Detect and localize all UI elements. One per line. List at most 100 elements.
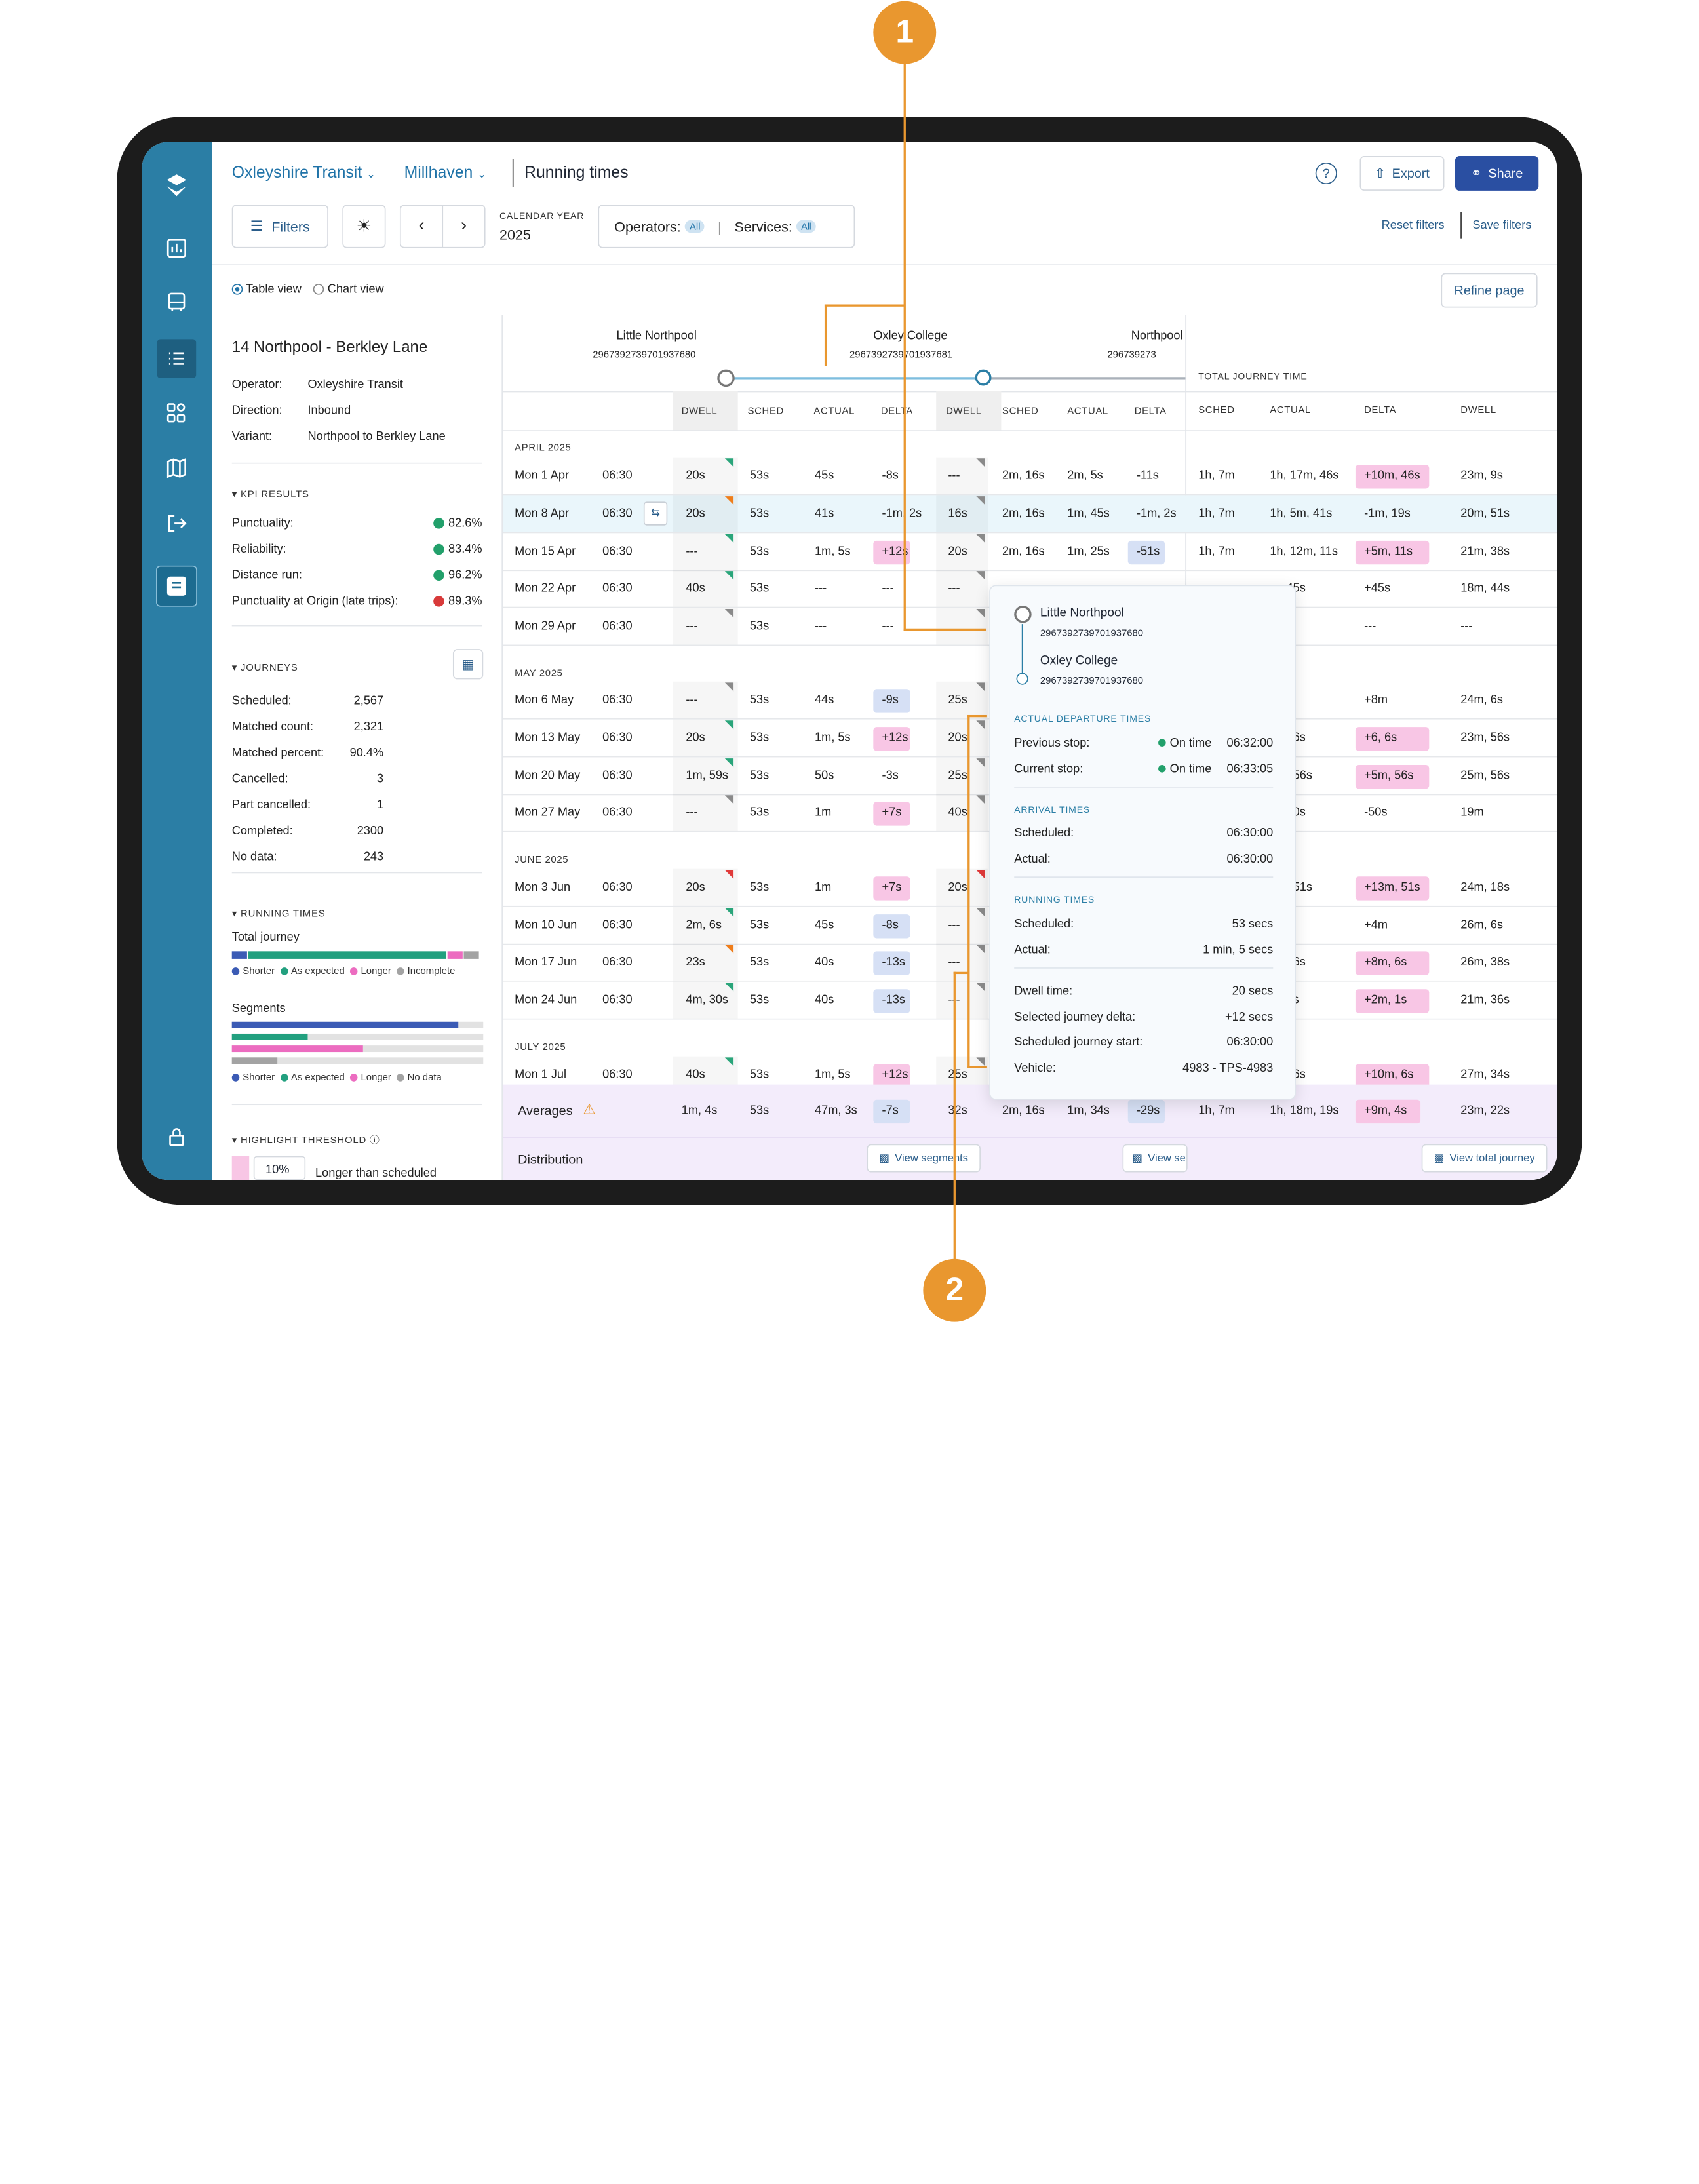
status-flag-icon [976, 458, 985, 467]
table-cell[interactable]: Mon 1 Apr [515, 469, 570, 482]
kpi-label: Distance run: [231, 568, 302, 582]
threshold-section-header[interactable]: ▾ HIGHLIGHT THRESHOLD ⓘ [231, 1134, 380, 1146]
table-cell[interactable]: Mon 8 Apr [515, 507, 570, 520]
org-selector[interactable]: Oxleyshire Transit ⌄ [232, 164, 376, 182]
refine-page-button[interactable]: Refine page [1441, 273, 1538, 308]
month-group-header: MAY 2025 [515, 667, 563, 678]
running-section-header[interactable]: ▾ RUNNING TIMES [231, 908, 326, 919]
next-button[interactable]: › [442, 205, 486, 248]
legend-item: Incomplete [397, 965, 455, 976]
table-cell: -8s [882, 469, 899, 482]
table-cell: 25s [948, 1068, 967, 1082]
dashboard-icon[interactable] [157, 229, 197, 268]
journeys-label: No data: [231, 850, 277, 864]
tooltip-run-actual-label: Actual: [1014, 943, 1051, 957]
operators-badge: All [685, 220, 705, 233]
bus-icon[interactable] [157, 283, 197, 322]
journeys-section-header[interactable]: ▾ JOURNEYS [231, 661, 298, 673]
table-cell: -8s [882, 918, 899, 932]
table-cell: 1m, 5s [815, 1068, 851, 1082]
table-cell[interactable]: Mon 24 Jun [515, 993, 577, 1007]
route-field-label: Variant: [231, 430, 273, 444]
table-cell: +5m, 56s [1364, 769, 1414, 783]
view-toggle: Table view Chart view [231, 283, 384, 296]
table-cell: -1m, 2s [1136, 507, 1177, 520]
header: Oxleyshire Transit ⌄ Millhaven ⌄ Running… [212, 142, 1557, 265]
export-button[interactable]: ⇧ Export [1359, 156, 1445, 191]
table-cell: 45s [815, 918, 834, 932]
kpi-label: Reliability: [231, 543, 286, 556]
delta-highlight [1355, 465, 1430, 489]
delta-highlight [1355, 727, 1430, 751]
averages-label: Averages [518, 1102, 573, 1118]
kpi-section-header[interactable]: ▾ KPI RESULTS [231, 488, 309, 500]
table-cell[interactable]: Mon 13 May [515, 731, 581, 745]
map-icon[interactable] [157, 448, 197, 488]
table-cell[interactable]: Mon 10 Jun [515, 918, 577, 932]
table-cell[interactable]: Mon 3 Jun [515, 880, 571, 894]
threshold-input[interactable]: 10% [253, 1156, 306, 1180]
save-filters-link[interactable]: Save filters [1472, 218, 1532, 232]
table-cell: 1h, 5m, 41s [1270, 507, 1333, 520]
view-total-journey-button[interactable]: ▩ View total journey [1421, 1144, 1548, 1173]
journeys-label: Cancelled: [231, 772, 288, 786]
table-cell[interactable]: Mon 15 Apr [515, 545, 576, 558]
apps-icon[interactable] [157, 393, 197, 433]
journeys-value: 243 [363, 850, 384, 864]
journeys-apps-icon[interactable]: ▦ [452, 649, 484, 680]
table-cell[interactable]: Mon 22 Apr [515, 581, 576, 595]
list-icon[interactable] [157, 339, 197, 378]
table-cell: 24m, 6s [1460, 693, 1503, 707]
table-cell[interactable]: Mon 20 May [515, 769, 581, 783]
table-cell: 06:30 [602, 731, 633, 745]
status-flag-icon [976, 1057, 985, 1066]
journeys-value: 2,321 [353, 720, 384, 734]
status-flag-icon [724, 870, 734, 879]
lock-icon[interactable] [157, 1117, 197, 1156]
stop-dot-icon [1016, 673, 1028, 685]
status-flag-icon [724, 458, 734, 467]
table-cell[interactable]: Mon 1 Jul [515, 1068, 567, 1082]
view-segments-button[interactable]: ▩ View segments [867, 1144, 981, 1173]
tooltip-arr-actual-label: Actual: [1014, 852, 1051, 866]
chevron-down-icon: ⌄ [477, 168, 487, 182]
brightness-icon[interactable]: ☀ [342, 205, 386, 248]
table-cell: +12s [882, 731, 908, 745]
table-cell[interactable]: Mon 29 Apr [515, 619, 576, 633]
total-journey-label: Total journey [231, 930, 300, 944]
kpi-value: 96.2% [433, 569, 482, 582]
operators-services-filter[interactable]: Operators: All | Services: All [598, 205, 855, 248]
reset-filters-link[interactable]: Reset filters [1381, 218, 1445, 232]
legend-dot [231, 1074, 240, 1082]
journeys-value: 2300 [357, 824, 384, 838]
table-cell[interactable]: Mon 27 May [515, 806, 581, 819]
table-cell: 06:30 [602, 955, 633, 969]
table-cell: 06:30 [602, 545, 633, 558]
sheet-icon[interactable] [156, 565, 197, 607]
segment-bar-fill [231, 1021, 458, 1028]
table-cell[interactable]: Mon 6 May [515, 693, 574, 707]
journeys-label: Matched count: [231, 720, 314, 734]
tooltip-dwell: 20 secs [1232, 985, 1274, 998]
share-button[interactable]: ⚭ Share [1455, 156, 1539, 191]
view-segments-button-2[interactable]: ▩ View se [1122, 1144, 1188, 1173]
filters-button[interactable]: ☰ Filters [231, 205, 328, 248]
route-field-value: Northpool to Berkley Lane [307, 430, 446, 444]
average-cell: 53s [749, 1104, 770, 1118]
area-selector[interactable]: Millhaven ⌄ [404, 164, 487, 182]
prev-button[interactable]: ‹ [399, 205, 444, 248]
chart-view-radio[interactable]: Chart view [313, 283, 384, 296]
tooltip-cur-time: 06:33:05 [1226, 762, 1274, 776]
help-icon[interactable]: ? [1315, 162, 1337, 185]
table-view-radio[interactable]: Table view [231, 283, 302, 296]
table-cell[interactable]: Mon 17 Jun [515, 955, 577, 969]
logout-icon[interactable] [157, 504, 197, 543]
stop-id: 2967392739701937680 [593, 349, 696, 360]
table-cell: -13s [882, 955, 905, 969]
calendar-year[interactable]: 2025 [499, 226, 531, 243]
tooltip-arr-sched: 06:30:00 [1226, 827, 1274, 840]
running-head-label: RUNNING TIMES [241, 908, 326, 919]
row-options-icon[interactable]: ⇆ [643, 501, 668, 526]
logo-icon[interactable] [157, 166, 197, 205]
table-cell: +8m [1364, 693, 1388, 707]
